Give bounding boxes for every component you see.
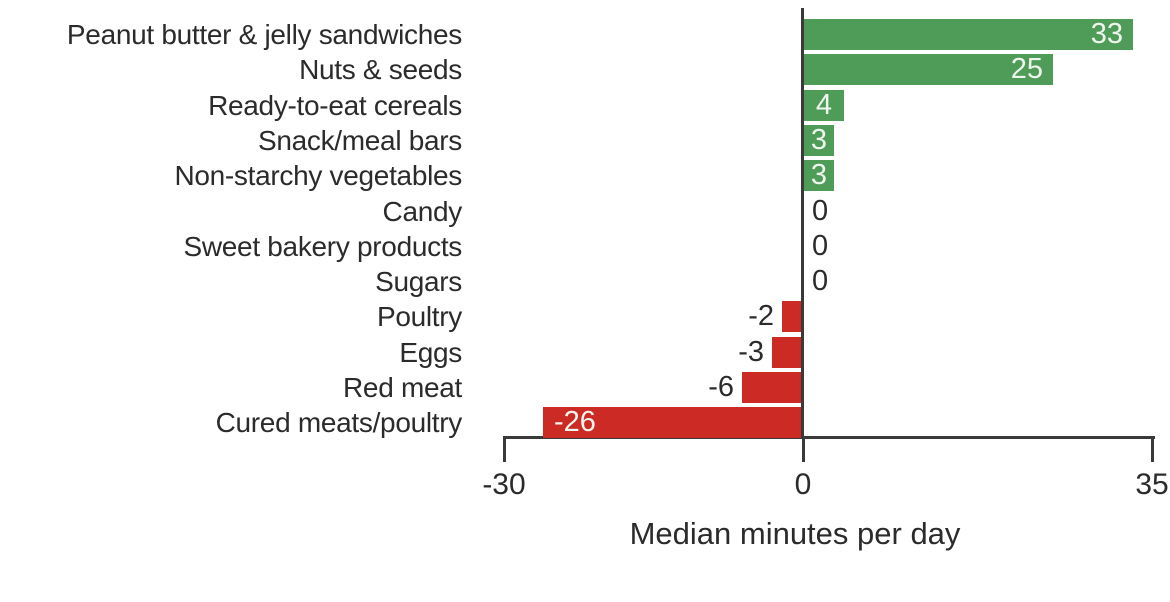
category-label: Sweet bakery products	[183, 230, 462, 262]
negative-bar-10	[742, 372, 802, 403]
positive-bar-3	[804, 125, 834, 156]
positive-bar-1	[804, 54, 1053, 85]
bar-value-label: 3	[810, 124, 828, 156]
bar-value-label: 4	[815, 89, 833, 121]
category-label: Non-starchy vegetables	[174, 159, 462, 191]
bar-value-label: 0	[812, 265, 829, 297]
category-label: Cured meats/poultry	[215, 406, 463, 438]
bar-value-label: 3	[810, 159, 828, 191]
bar-value-label: 0	[812, 230, 829, 262]
x-axis-tick-0	[802, 436, 805, 462]
bar-value-label: -3	[738, 336, 764, 368]
zero-baseline-axis	[801, 8, 804, 439]
negative-bar-11	[543, 407, 802, 438]
x-axis-tick-label: 0	[794, 468, 812, 501]
negative-bar-9	[772, 337, 802, 368]
bar-value-label: 25	[1010, 53, 1043, 85]
x-axis-title: Median minutes per day	[629, 516, 961, 551]
positive-bar-0	[804, 19, 1133, 50]
category-label: Nuts & seeds	[299, 53, 462, 85]
bar-value-label: -6	[708, 371, 734, 403]
bar-value-label: 0	[812, 195, 829, 227]
x-axis-tick-35	[1151, 436, 1154, 462]
positive-bar-2	[804, 90, 844, 121]
x-axis-line	[504, 436, 1155, 439]
category-label: Poultry	[376, 300, 462, 332]
category-label: Red meat	[343, 371, 462, 403]
category-label: Eggs	[399, 336, 462, 368]
category-label: Peanut butter & jelly sandwiches	[66, 18, 462, 50]
positive-bar-4	[804, 160, 834, 191]
category-label: Sugars	[375, 265, 462, 297]
x-axis-tick-label: -30	[482, 468, 526, 501]
bar-value-label: -2	[748, 300, 774, 332]
category-label: Candy	[382, 195, 463, 227]
category-label: Snack/meal bars	[257, 124, 462, 156]
bar-value-label: 33	[1090, 18, 1123, 50]
category-label: Ready-to-eat cereals	[208, 89, 462, 121]
negative-bar-8	[782, 301, 802, 332]
x-axis-tick-label: 35	[1135, 468, 1169, 501]
bar-value-label: -26	[554, 406, 596, 438]
x-axis-tick--30	[503, 436, 506, 462]
